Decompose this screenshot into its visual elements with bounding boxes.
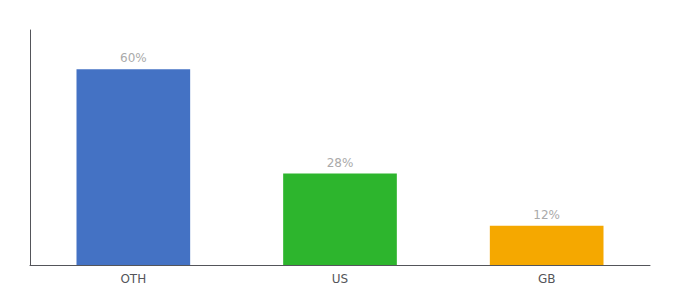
svg-text:GB: GB	[538, 272, 556, 286]
svg-text:60%: 60%	[120, 51, 147, 65]
svg-text:28%: 28%	[327, 156, 354, 170]
svg-text:OTH: OTH	[120, 272, 146, 286]
svg-text:12%: 12%	[533, 208, 560, 222]
svg-text:US: US	[332, 272, 348, 286]
